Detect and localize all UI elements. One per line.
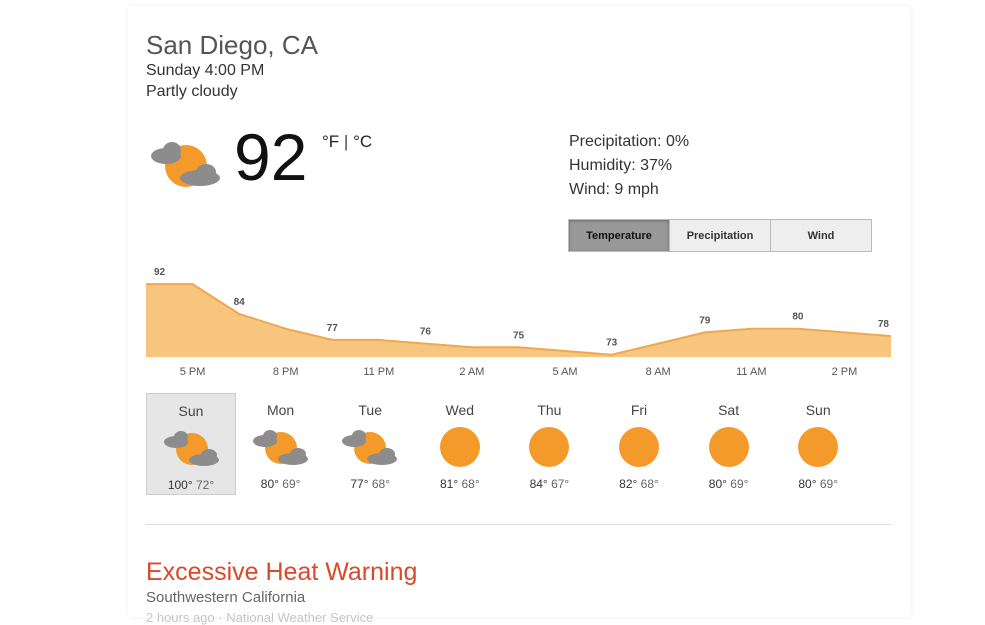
data-label: 79 [699, 315, 711, 326]
day-name: Sat [718, 402, 740, 418]
data-label: 92 [154, 267, 166, 278]
day-name: Thu [537, 402, 562, 418]
forecast-day-fri[interactable]: Fri 82° 68° [594, 393, 684, 495]
temperature-area [146, 284, 891, 357]
low-temp: 68° [461, 477, 480, 491]
day-temps: 77° 68° [325, 477, 415, 491]
data-label: 73 [606, 338, 618, 349]
high-temp: 100° [167, 478, 193, 492]
sun-icon [699, 426, 759, 468]
date-time: Sunday 4:00 PM [146, 62, 265, 79]
current-temperature: 92 [234, 120, 308, 194]
hour-tick-label: 2 PM [831, 366, 858, 378]
low-temp: 72° [196, 478, 215, 492]
day-name: Sun [805, 402, 831, 418]
precipitation-text: Precipitation: 0% [569, 133, 690, 150]
tab-precipitation[interactable]: Precipitation [670, 220, 771, 251]
day-temps: 82° 68° [594, 477, 684, 491]
partly-cloudy-icon [340, 426, 400, 468]
forecast-day-thu[interactable]: Thu 84° 67° [504, 393, 594, 495]
tab-wind[interactable]: Wind [771, 220, 871, 251]
low-temp: 69° [819, 477, 839, 491]
hour-tick-label: 11 PM [363, 366, 395, 378]
high-temp: 81° [439, 477, 459, 491]
alert-title[interactable]: Excessive Heat Warning [146, 558, 418, 586]
condition-text: Partly cloudy [146, 83, 238, 100]
hour-tick-label: 2 AM [459, 366, 485, 378]
high-temp: 80° [708, 477, 727, 491]
hour-tick-label: 8 AM [645, 366, 671, 378]
data-label: 84 [234, 297, 246, 308]
weather-details: Precipitation: 0% Humidity: 37% Wind: 9 … [569, 130, 689, 202]
day-temps: 84° 67° [504, 477, 594, 491]
forecast-day-sun[interactable]: Sun 80° 69° [773, 393, 863, 495]
unit-toggle: °F | °C [322, 132, 372, 152]
day-name: Mon [266, 402, 295, 418]
sun-icon [430, 426, 490, 468]
temperature-line [146, 283, 891, 356]
hour-tick-label: 8 PM [272, 366, 299, 378]
weather-card: San Diego, CA Sunday 4:00 PM Partly clou… [128, 6, 910, 625]
forecast-day-sun[interactable]: Sun 100° 72° [146, 393, 236, 495]
hour-tick-label: 5 AM [552, 366, 578, 378]
unit-separator: | [343, 132, 349, 151]
sun-icon [609, 426, 669, 468]
forecast-day-tue[interactable]: Tue 77° 68° [325, 393, 415, 495]
wind-text: Wind: 9 mph [569, 181, 659, 198]
forecast-day-sat[interactable]: Sat 80° 69° [684, 393, 774, 495]
day-name: Sun [178, 403, 204, 419]
data-label: 78 [878, 319, 890, 330]
daily-forecast: Sun 100° 72° Mon 80° 69° Tue 77° 68° Wed 81° 68… [146, 393, 866, 495]
partly-cloudy-icon [251, 426, 311, 468]
hour-tick-label: 5 PM [179, 366, 206, 378]
high-temp: 84° [529, 477, 548, 491]
data-label: 76 [420, 327, 432, 338]
high-temp: 77° [350, 477, 369, 491]
day-temps: 80° 69° [773, 477, 863, 491]
low-temp: 68° [371, 477, 391, 491]
low-temp: 67° [551, 477, 570, 491]
forecast-day-wed[interactable]: Wed 81° 68° [415, 393, 505, 495]
data-label: 80 [792, 312, 804, 323]
low-temp: 69° [282, 477, 301, 491]
chart-tabs: Temperature Precipitation Wind [568, 219, 872, 252]
high-temp: 80° [798, 477, 817, 491]
day-temps: 80° 69° [684, 477, 774, 491]
day-temps: 81° 68° [415, 477, 505, 491]
hour-tick-label: 11 AM [736, 366, 767, 378]
celsius-toggle[interactable]: °C [353, 132, 373, 151]
day-name: Fri [630, 402, 648, 418]
low-temp: 68° [640, 477, 659, 491]
forecast-day-mon[interactable]: Mon 80° 69° [236, 393, 326, 495]
high-temp: 82° [619, 477, 638, 491]
tab-temperature[interactable]: Temperature [569, 220, 670, 251]
fahrenheit-toggle[interactable]: °F [322, 132, 340, 151]
day-name: Wed [445, 402, 475, 418]
partly-cloudy-icon [146, 132, 222, 194]
divider [146, 524, 891, 525]
temperature-chart: 92 84 77 76 75 73 79 80 78 [146, 267, 891, 357]
data-label: 77 [327, 323, 339, 334]
day-name: Tue [358, 402, 382, 418]
low-temp: 69° [730, 477, 749, 491]
alert-area: Southwestern California [146, 589, 306, 606]
hour-axis: 5 PM 8 PM 11 PM 2 AM 5 AM 8 AM 11 AM 2 PM [146, 366, 891, 384]
data-label: 75 [513, 330, 525, 341]
high-temp: 80° [260, 477, 279, 491]
day-temps: 100° 72° [147, 478, 235, 492]
alert-meta: 2 hours ago · National Weather Service [146, 610, 374, 625]
partly-cloudy-icon [162, 427, 222, 469]
sun-icon [519, 426, 579, 468]
location-title: San Diego, CA [146, 30, 318, 60]
sun-icon [788, 426, 848, 468]
humidity-text: Humidity: 37% [569, 157, 673, 174]
day-temps: 80° 69° [236, 477, 326, 491]
